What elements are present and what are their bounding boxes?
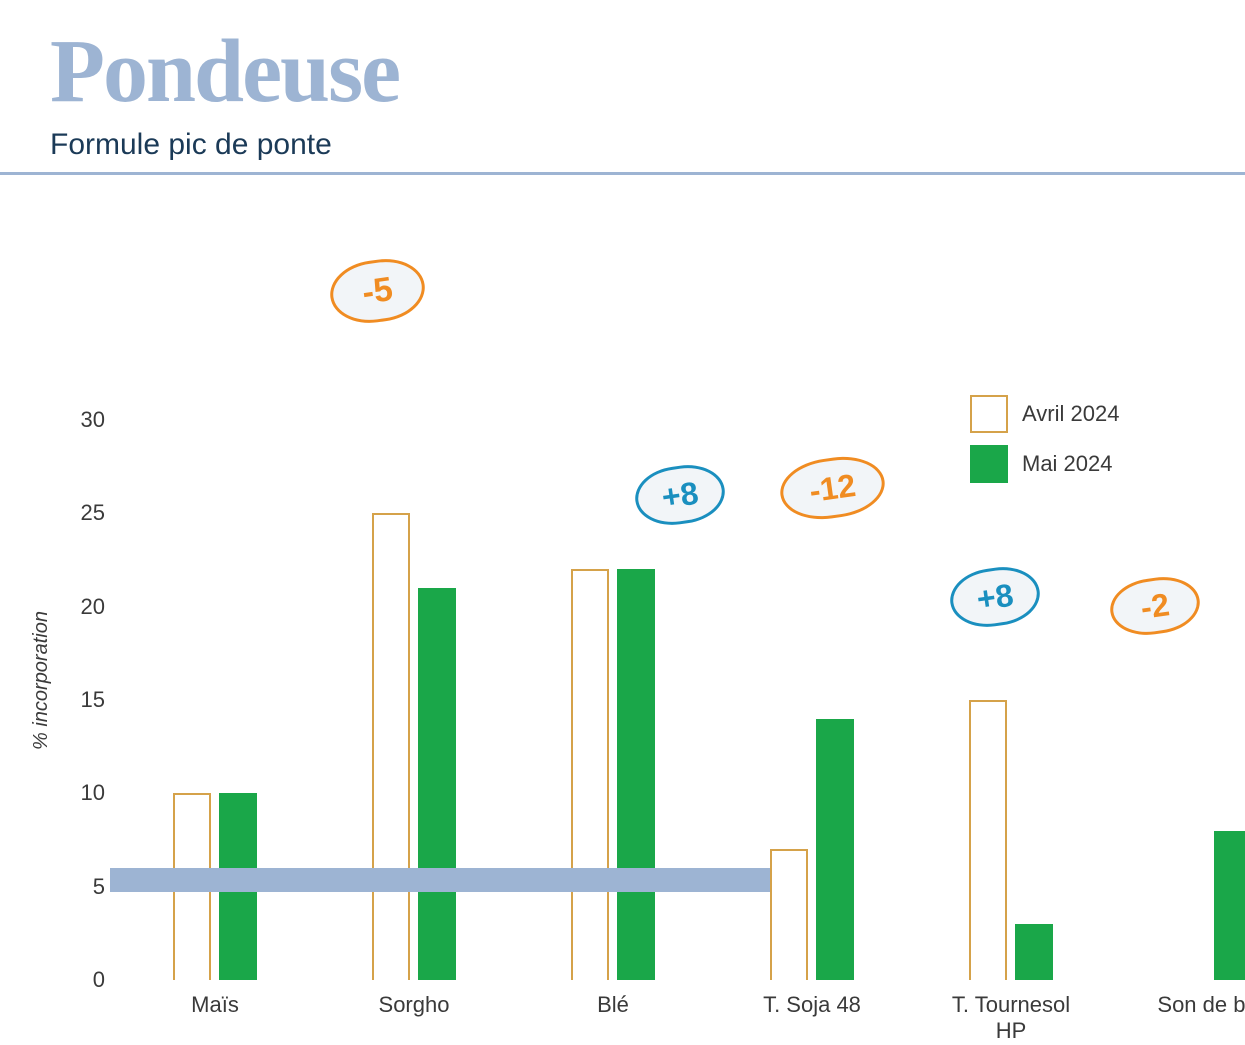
- bar: [1214, 831, 1245, 980]
- y-tick: 20: [55, 594, 105, 620]
- y-axis-label: % incorporation: [30, 611, 53, 750]
- bar: [571, 569, 609, 980]
- x-tick: T. Tournesol HP: [936, 992, 1086, 1045]
- bar: [617, 569, 655, 980]
- chart-area: Avril 2024 Mai 2024 % incorporation 0510…: [0, 175, 1245, 935]
- bar: [816, 719, 854, 980]
- y-tick: 25: [55, 500, 105, 526]
- y-tick: 5: [55, 874, 105, 900]
- x-tick: Sorgho: [339, 992, 489, 1018]
- header: Pondeuse Formule pic de ponte: [0, 20, 1245, 175]
- page-title: Pondeuse: [50, 20, 1195, 123]
- y-tick: 10: [55, 780, 105, 806]
- bar: [770, 849, 808, 980]
- y-tick: 30: [55, 407, 105, 433]
- x-tick: Maïs: [140, 992, 290, 1018]
- bar: [969, 700, 1007, 980]
- y-tick: 0: [55, 967, 105, 993]
- x-tick: Blé: [538, 992, 688, 1018]
- x-tick: T. Soja 48: [737, 992, 887, 1018]
- y-tick: 15: [55, 687, 105, 713]
- x-tick: Son de blé: [1135, 992, 1245, 1018]
- bar: [1015, 924, 1053, 980]
- bar: [418, 588, 456, 980]
- page-subtitle: Formule pic de ponte: [50, 128, 1195, 162]
- footer-bar: [110, 868, 770, 892]
- bar: [372, 513, 410, 980]
